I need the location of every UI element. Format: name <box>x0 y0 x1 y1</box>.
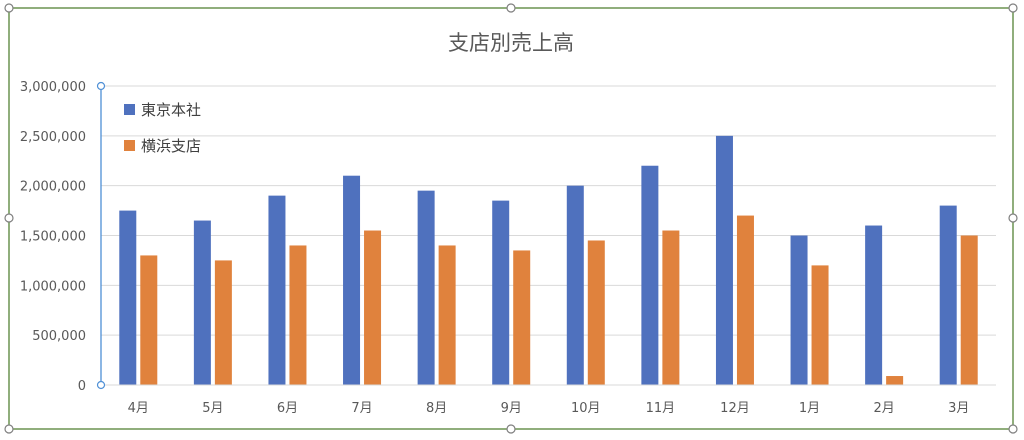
x-tick-label: 12月 <box>720 401 750 416</box>
y-tick-label: 3,000,000 <box>20 80 86 95</box>
bar-tokyo-7[interactable] <box>566 185 584 385</box>
plot-bars <box>101 135 996 386</box>
bar-tokyo-10[interactable] <box>790 235 808 386</box>
bar-yokohama-11[interactable] <box>886 376 904 385</box>
bar-tokyo-2[interactable] <box>193 220 211 385</box>
resize-handle-top[interactable] <box>506 3 516 13</box>
bar-yokohama-9[interactable] <box>736 215 754 385</box>
resize-handle-bottom-right[interactable] <box>1008 424 1018 434</box>
y-tick-label: 500,000 <box>32 329 86 344</box>
bar-yokohama-10[interactable] <box>811 265 829 385</box>
axis-endpoint-handle[interactable] <box>96 81 106 91</box>
x-tick-label: 3月 <box>948 401 969 416</box>
x-tick-label: 6月 <box>277 401 298 416</box>
y-tick-label: 1,000,000 <box>20 279 86 294</box>
y-tick-label: 2,500,000 <box>20 130 86 145</box>
bar-yokohama-8[interactable] <box>662 230 680 385</box>
y-axis-selection[interactable] <box>96 81 106 390</box>
bar-yokohama-7[interactable] <box>587 240 605 385</box>
bar-tokyo-3[interactable] <box>268 195 286 385</box>
bar-tokyo-5[interactable] <box>417 190 435 385</box>
resize-handle-top-right[interactable] <box>1008 3 1018 13</box>
bar-tokyo-4[interactable] <box>343 175 361 385</box>
legend[interactable]: 東京本社 横浜支店 <box>124 101 201 155</box>
x-tick-label: 2月 <box>873 401 894 416</box>
bar-yokohama-3[interactable] <box>289 245 307 385</box>
bar-yokohama-2[interactable] <box>214 260 232 385</box>
bar-tokyo-6[interactable] <box>492 200 510 385</box>
bar-tokyo-12[interactable] <box>939 205 957 385</box>
y-axis-labels[interactable]: 0 500,000 1,000,000 1,500,000 2,000,000 2,500… <box>20 80 86 394</box>
y-tick-label: 1,500,000 <box>20 230 86 245</box>
bar-yokohama-4[interactable] <box>364 230 382 385</box>
gridlines <box>101 85 996 386</box>
resize-handle-bottom[interactable] <box>506 424 516 434</box>
x-tick-label: 7月 <box>351 401 372 416</box>
x-tick-label: 10月 <box>571 401 601 416</box>
legend-label-tokyo: 東京本社 <box>141 101 201 119</box>
chart-frame[interactable] <box>8 7 1014 430</box>
y-tick-label: 2,000,000 <box>20 180 86 195</box>
resize-handles[interactable] <box>4 3 1018 434</box>
legend-swatch-tokyo <box>124 104 135 115</box>
bar-yokohama-12[interactable] <box>960 235 978 386</box>
resize-handle-bottom-left[interactable] <box>4 424 14 434</box>
y-tick-label: 0 <box>78 379 86 394</box>
legend-swatch-yokohama <box>124 140 135 151</box>
x-tick-label: 9月 <box>501 401 522 416</box>
resize-handle-right[interactable] <box>1008 213 1018 223</box>
x-tick-label: 5月 <box>202 401 223 416</box>
x-axis-labels[interactable]: 4月 5月 6月 7月 8月 9月 10月 11月 12月 1月 2月 3月 <box>128 401 970 416</box>
bar-tokyo-8[interactable] <box>641 165 659 385</box>
bar-yokohama-1[interactable] <box>140 255 158 385</box>
bar-yokohama-5[interactable] <box>438 245 456 385</box>
x-tick-label: 8月 <box>426 401 447 416</box>
resize-handle-left[interactable] <box>4 213 14 223</box>
resize-handle-top-left[interactable] <box>4 3 14 13</box>
x-tick-label: 11月 <box>646 401 676 416</box>
bar-tokyo-1[interactable] <box>119 210 137 385</box>
bar-yokohama-6[interactable] <box>513 250 531 385</box>
chart-title[interactable]: 支店別売上高 <box>448 31 574 55</box>
legend-label-yokohama: 横浜支店 <box>141 137 201 155</box>
x-tick-label: 4月 <box>128 401 149 416</box>
axis-endpoint-handle[interactable] <box>96 380 106 390</box>
bar-tokyo-9[interactable] <box>715 135 733 385</box>
x-tick-label: 1月 <box>799 401 820 416</box>
bar-tokyo-11[interactable] <box>865 225 883 385</box>
